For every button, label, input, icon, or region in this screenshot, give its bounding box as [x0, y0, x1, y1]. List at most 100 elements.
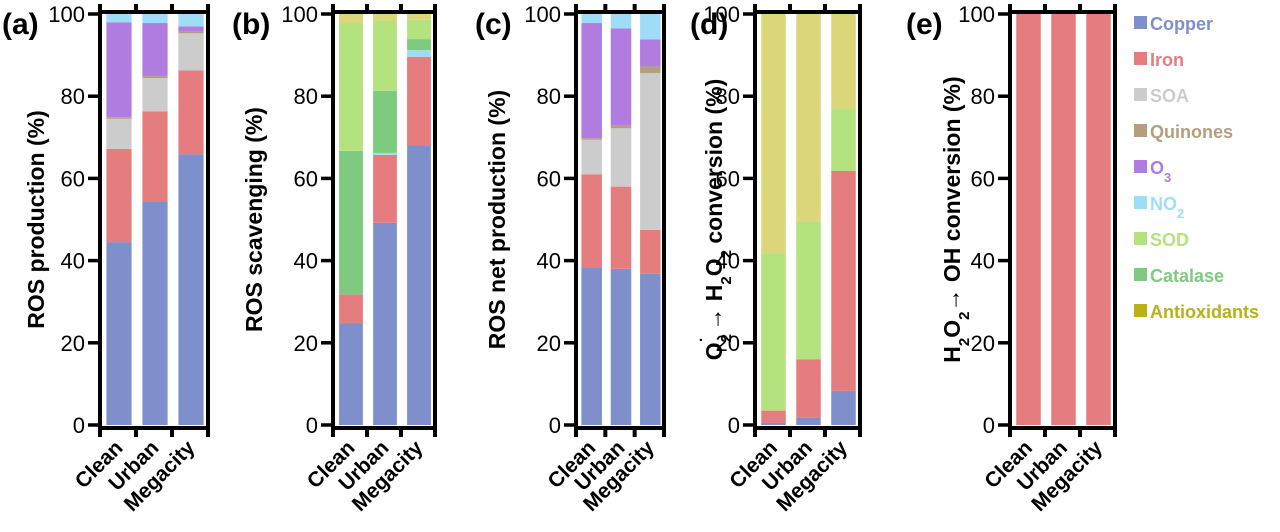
- y-tick-label: 0: [306, 413, 318, 438]
- bar-iron-megacity: [1086, 14, 1111, 425]
- y-tick-label: 40: [61, 249, 85, 274]
- bar-copper-megacity: [178, 154, 204, 425]
- legend-item-quinones: Quinones: [1134, 122, 1233, 142]
- legend: Copper Iron SOA Quinones O3 NO2 SOD Catalase Ant…: [1134, 14, 1259, 322]
- y-tick-label: 0: [73, 413, 85, 438]
- bar-copper-urban: [373, 222, 397, 425]
- legend-swatch: [1134, 16, 1147, 29]
- bar-iron-clean: [581, 174, 602, 268]
- bar-antioxidants-clean: [339, 14, 363, 24]
- y-tick-label: 60: [971, 166, 995, 191]
- bar-quinones-clean: [106, 117, 132, 119]
- y-tick-label: 0: [549, 413, 561, 438]
- bar-quinones-urban: [610, 125, 632, 129]
- y-tick-label: 80: [537, 84, 561, 109]
- bar-iron-clean: [339, 294, 363, 324]
- legend-item-sod: SOD: [1134, 230, 1189, 250]
- legend-item-no2: NO2: [1134, 194, 1184, 221]
- bar-quinones-megacity: [178, 31, 204, 34]
- panel-label: (b): [232, 8, 270, 41]
- legend-swatch: [1134, 88, 1147, 101]
- y-tick-label: 40: [537, 249, 561, 274]
- bar-no2-urban: [373, 152, 397, 155]
- bar-antioxidants-megacity: [831, 14, 856, 109]
- bar-antioxidants-clean: [761, 14, 786, 254]
- y-axis-label: ROS net production (%): [484, 90, 510, 349]
- bar-quinones-clean: [581, 138, 602, 140]
- y-tick-label: 60: [716, 166, 740, 191]
- legend-label: SOD: [1150, 230, 1189, 250]
- bar-copper-urban: [610, 268, 632, 425]
- y-axis-label: H2O2→ OH conversion (%): [939, 76, 973, 362]
- legend-label: SOA: [1150, 86, 1189, 106]
- bar-iron-megacity: [640, 229, 661, 274]
- legend-label: O3: [1150, 158, 1171, 185]
- bar-iron-urban: [1051, 14, 1076, 425]
- panel-label: (d): [690, 8, 728, 41]
- y-tick-label: 20: [971, 331, 995, 356]
- y-tick-label: 0: [983, 413, 995, 438]
- legend-swatch: [1134, 304, 1147, 317]
- y-tick-label: 100: [703, 2, 740, 27]
- y-tick-label: 20: [61, 331, 85, 356]
- bar-o3-urban: [142, 23, 168, 77]
- legend-label: Copper: [1150, 14, 1213, 34]
- bar-o3-clean: [581, 23, 602, 139]
- bar-soa-megacity: [178, 33, 204, 71]
- bar-antioxidants-megacity: [407, 14, 431, 20]
- bar-sod-megacity: [407, 19, 431, 40]
- y-tick-label: 0: [728, 413, 740, 438]
- bar-iron-urban: [796, 359, 821, 418]
- legend-swatch: [1134, 124, 1147, 137]
- y-tick-label: 20: [716, 331, 740, 356]
- bar-antioxidants-urban: [373, 14, 397, 21]
- bar-soa-urban: [142, 78, 168, 112]
- bar-soa-urban: [610, 128, 632, 187]
- y-tick-label: 40: [716, 249, 740, 274]
- bar-iron-urban: [142, 111, 168, 202]
- legend-label: Quinones: [1150, 122, 1233, 142]
- legend-label: Iron: [1150, 50, 1184, 70]
- bar-copper-clean: [581, 267, 602, 425]
- legend-item-copper: Copper: [1134, 14, 1213, 34]
- bar-iron-clean: [761, 410, 786, 423]
- bar-copper-megacity: [407, 145, 431, 425]
- legend-swatch: [1134, 232, 1147, 245]
- legend-item-iron: Iron: [1134, 50, 1184, 70]
- y-tick-label: 60: [61, 166, 85, 191]
- bar-soa-clean: [581, 139, 602, 175]
- y-tick-label: 20: [294, 331, 318, 356]
- legend-swatch: [1134, 268, 1147, 281]
- bar-soa-clean: [106, 118, 132, 149]
- y-axis-label: ROS production (%): [23, 110, 49, 328]
- bar-iron-urban: [610, 186, 632, 269]
- panel-label: (c): [475, 8, 512, 41]
- bar-iron-clean: [106, 148, 132, 243]
- bar-no2-megacity: [407, 50, 431, 57]
- y-tick-label: 20: [537, 331, 561, 356]
- bar-copper-clean: [339, 323, 363, 425]
- legend-swatch: [1134, 160, 1147, 173]
- bar-copper-megacity: [640, 273, 661, 425]
- y-tick-label: 80: [61, 84, 85, 109]
- bar-quinones-megacity: [640, 66, 661, 74]
- bar-no2-megacity: [640, 14, 661, 40]
- legend-swatch: [1134, 52, 1147, 65]
- bar-sod-clean: [761, 253, 786, 411]
- bar-iron-megacity: [178, 70, 204, 155]
- bar-copper-urban: [796, 417, 821, 425]
- bar-iron-clean: [1016, 14, 1041, 425]
- bar-o3-urban: [610, 28, 632, 126]
- legend-item-antioxidants: Antioxidants: [1134, 302, 1259, 322]
- bar-copper-urban: [142, 201, 168, 425]
- bar-no2-clean: [581, 14, 602, 24]
- bar-iron-megacity: [407, 56, 431, 146]
- legend-label: Catalase: [1150, 266, 1224, 286]
- y-tick-label: 40: [294, 249, 318, 274]
- y-tick-label: 80: [971, 84, 995, 109]
- y-tick-label: 40: [971, 249, 995, 274]
